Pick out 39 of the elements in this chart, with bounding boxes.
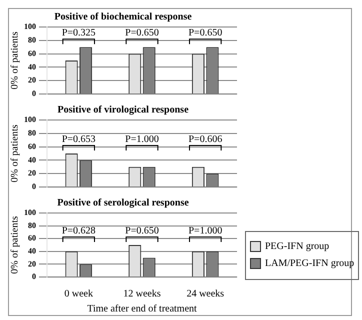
annotation: P=1.000 bbox=[188, 226, 222, 237]
annotation: P=0.650 bbox=[188, 28, 222, 39]
y-axis-title: 0% of patients bbox=[10, 216, 21, 274]
annotation: P=0.628 bbox=[62, 226, 96, 237]
y-tick-label: 100 bbox=[24, 208, 36, 218]
x-tick-label: 12 weeks bbox=[123, 288, 161, 300]
y-tick-label: 80 bbox=[28, 35, 36, 44]
y-tick-label: 20 bbox=[28, 168, 36, 178]
y-tick-label: 80 bbox=[28, 128, 36, 138]
y-tick-label: 60 bbox=[28, 142, 36, 151]
annotation: P=0.325 bbox=[62, 28, 96, 39]
chart-title: Positive of serological response bbox=[57, 198, 190, 209]
annotation: P=0.650 bbox=[125, 226, 159, 237]
legend-label: LAM/PEG-IFN group bbox=[265, 258, 354, 270]
y-tick-label: 100 bbox=[24, 22, 36, 32]
y-tick-label: 60 bbox=[28, 234, 36, 243]
y-tick-label: 0 bbox=[32, 182, 36, 192]
y-axis-title: 0% of patients bbox=[10, 124, 21, 182]
annotation: P=1.000 bbox=[125, 134, 159, 146]
y-tick-label: 60 bbox=[28, 48, 36, 58]
y-tick-label: 40 bbox=[28, 155, 36, 164]
y-tick-label: 20 bbox=[28, 76, 36, 85]
chart-title: Positive of virological response bbox=[57, 104, 190, 116]
x-tick-label: 0 week bbox=[64, 288, 93, 300]
chart-title: Positive of biochemical response bbox=[54, 12, 192, 23]
annotation: P=0.650 bbox=[125, 28, 159, 39]
y-tick-label: 40 bbox=[28, 62, 36, 72]
legend-label: PEG-IFN group bbox=[265, 240, 330, 252]
annotation: P=0.606 bbox=[188, 134, 222, 146]
y-tick-label: 0 bbox=[32, 89, 36, 98]
y-axis-title: 0% of patients bbox=[10, 32, 21, 90]
y-tick-label: 40 bbox=[28, 246, 36, 256]
x-tick-label: 24 weeks bbox=[186, 288, 224, 300]
y-tick-label: 100 bbox=[24, 115, 36, 124]
x-axis-title: Time after end of treatment bbox=[87, 304, 198, 315]
y-tick-label: 20 bbox=[28, 259, 36, 268]
y-tick-label: 80 bbox=[28, 220, 36, 230]
y-tick-label: 0 bbox=[32, 272, 36, 282]
annotation: P=0.653 bbox=[62, 134, 96, 146]
